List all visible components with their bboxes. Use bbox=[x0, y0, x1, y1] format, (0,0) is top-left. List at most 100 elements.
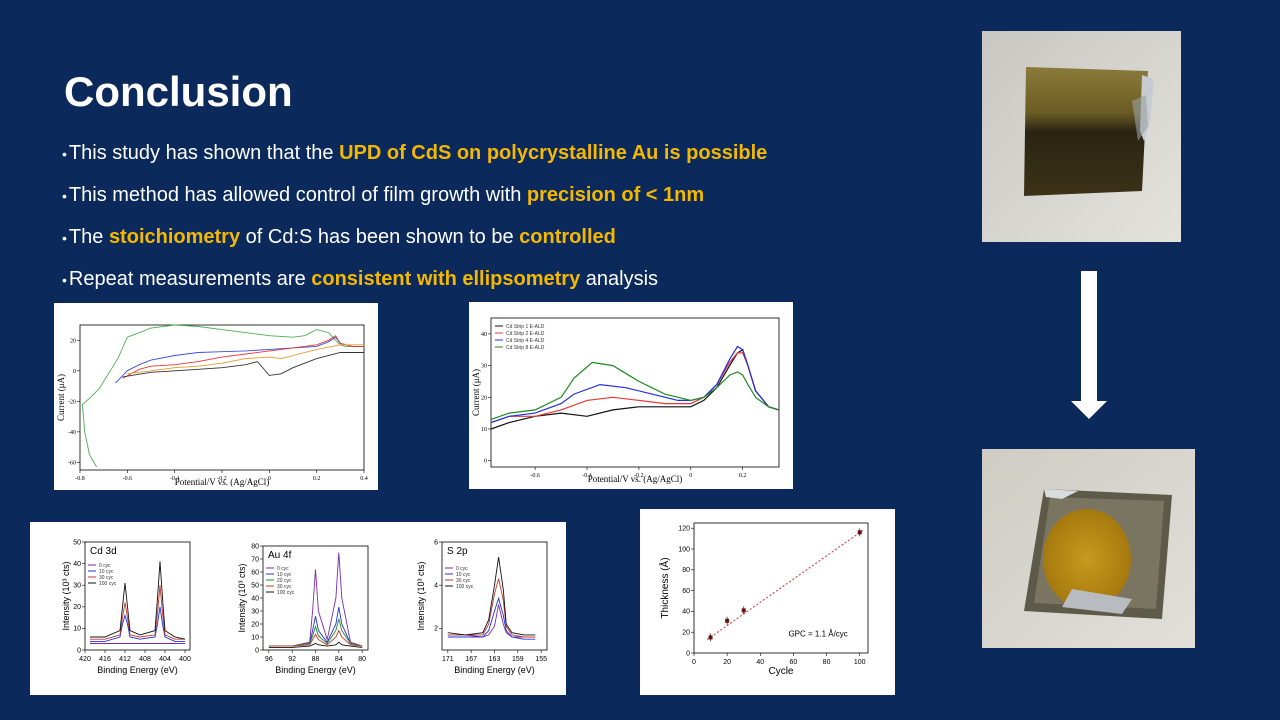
slide-title: Conclusion bbox=[64, 68, 293, 115]
cv-chart-panel: -0.8 -0.6 -0.4 -0.2 0 0.2 0.4 20 0 -20 -40 -60 Poten… bbox=[54, 303, 378, 490]
series-line bbox=[447, 557, 536, 636]
panel-label: Cd 3d bbox=[90, 546, 117, 557]
series-line bbox=[268, 552, 363, 647]
y-tick-label: 6 bbox=[434, 539, 438, 546]
x-tick-label: 155 bbox=[535, 656, 547, 663]
y-tick-label: 50 bbox=[73, 539, 81, 546]
x-tick-label: -0.6 bbox=[123, 476, 133, 482]
legend-label: 100 cyc bbox=[456, 584, 474, 590]
legend-label: 100 cyc bbox=[99, 581, 117, 587]
y-tick-label: 20 bbox=[481, 395, 487, 401]
legend-label: 100 cyc bbox=[277, 590, 295, 596]
x-tick-label: 420 bbox=[79, 656, 91, 663]
thickness-chart-panel: 0 20 40 60 80 100 0 20 40 60 80 100 120 Cycle Thicknes… bbox=[640, 509, 895, 695]
bullet-dot: • bbox=[62, 146, 67, 162]
x-tick-label: 404 bbox=[159, 656, 171, 663]
x-axis-label: Binding Energy (eV) bbox=[97, 665, 178, 675]
stripping-chart-panel: -0.6 -0.4 -0.2 0 0.2 40 30 20 10 0 Potential/V vs.… bbox=[469, 302, 793, 489]
y-tick-label: 2 bbox=[434, 626, 438, 633]
series-line bbox=[90, 606, 185, 642]
data-point bbox=[741, 608, 746, 613]
series-line bbox=[268, 641, 363, 648]
y-tick-label: 20 bbox=[682, 630, 690, 637]
x-axis-label: Potential/V vs. (Ag/AgCl) bbox=[175, 477, 270, 487]
x-tick-label: 96 bbox=[265, 656, 273, 663]
series-line bbox=[81, 324, 364, 468]
xps-panel: 420 416 412 408 404 400 50 40 30 20 10 0 Binding Ene… bbox=[30, 522, 566, 695]
y-axis-label: Current (μA) bbox=[56, 374, 66, 421]
x-tick-label: 20 bbox=[723, 659, 731, 666]
y-tick-label: 50 bbox=[251, 582, 259, 589]
x-tick-label: 92 bbox=[288, 656, 296, 663]
x-axis-label: Potential/V vs. (Ag/AgCl) bbox=[588, 474, 683, 484]
y-tick-label: 120 bbox=[678, 526, 690, 533]
x-axis-label: Binding Energy (eV) bbox=[275, 665, 356, 675]
y-tick-label: 80 bbox=[682, 567, 690, 574]
bullet-item: • Repeat measurements are consistent with… bbox=[62, 268, 659, 290]
y-tick-label: 4 bbox=[434, 583, 438, 590]
y-tick-label: 30 bbox=[251, 608, 259, 615]
y-tick-label: -60 bbox=[68, 460, 76, 466]
x-tick-label: -0.4 bbox=[582, 473, 592, 479]
plot-frame bbox=[79, 324, 365, 471]
bullet-dot: • bbox=[62, 188, 67, 204]
y-tick-label: 30 bbox=[73, 583, 81, 590]
cv-chart: -0.8 -0.6 -0.4 -0.2 0 0.2 0.4 20 0 -20 -40 -60 Poten… bbox=[56, 324, 368, 487]
y-tick-label: 40 bbox=[251, 595, 259, 602]
x-tick-label: 0 bbox=[689, 473, 692, 479]
y-tick-label: 20 bbox=[70, 338, 76, 344]
legend-label: 30 cyc bbox=[99, 575, 114, 581]
x-tick-label: 0 bbox=[692, 659, 696, 666]
y-tick-label: 0 bbox=[255, 647, 259, 654]
y-tick-label: 80 bbox=[251, 543, 259, 550]
y-tick-label: 0 bbox=[686, 650, 690, 657]
series-line bbox=[122, 335, 364, 379]
y-tick-label: 30 bbox=[481, 364, 487, 370]
data-point bbox=[725, 618, 730, 623]
x-tick-label: 88 bbox=[312, 656, 320, 663]
xps-s2p-chart: 171 167 163 159 155 6 4 2 Binding Energy (eV) Int… bbox=[416, 539, 548, 675]
legend-label: 10 cyc bbox=[99, 569, 114, 575]
x-tick-label: 408 bbox=[139, 656, 151, 663]
y-axis-label: Intensity (10³ cts) bbox=[416, 561, 426, 630]
legend-label: 0 cyc bbox=[456, 566, 468, 572]
series-line bbox=[90, 561, 186, 640]
legend-label: 0 cyc bbox=[277, 566, 289, 572]
legend-label: 10 cyc bbox=[456, 572, 471, 578]
legend-label: Cd Strip 8 E-ALD bbox=[506, 345, 545, 351]
y-tick-label: 20 bbox=[251, 621, 259, 628]
x-tick-label: 80 bbox=[823, 659, 831, 666]
sample-before-image bbox=[982, 31, 1181, 242]
x-tick-label: 40 bbox=[756, 659, 764, 666]
y-tick-label: 10 bbox=[73, 626, 81, 633]
x-tick-label: -0.8 bbox=[75, 476, 85, 482]
series-line bbox=[268, 629, 363, 647]
bullet-dot: • bbox=[62, 230, 67, 246]
x-tick-label: 80 bbox=[358, 656, 366, 663]
series-line bbox=[447, 578, 536, 638]
plot-frame bbox=[490, 317, 780, 468]
x-tick-label: 416 bbox=[99, 656, 111, 663]
thickness-chart: 0 20 40 60 80 100 0 20 40 60 80 100 120 Cycle Thicknes… bbox=[658, 522, 869, 677]
x-tick-label: 412 bbox=[119, 656, 131, 663]
legend-label: Cd Strip 2 E-ALD bbox=[506, 331, 545, 337]
x-tick-label: -0.2 bbox=[217, 476, 227, 482]
y-tick-label: 40 bbox=[682, 609, 690, 616]
y-axis-label: Intensity (10³ cts) bbox=[237, 563, 247, 632]
bullet-item: • The stoichiometry of Cd:S has been show… bbox=[62, 226, 616, 248]
y-tick-label: 60 bbox=[251, 569, 259, 576]
x-axis-label: Binding Energy (eV) bbox=[454, 665, 535, 675]
series-line bbox=[490, 361, 780, 420]
y-axis-label: Current (μA) bbox=[471, 369, 481, 416]
panel-label: S 2p bbox=[447, 546, 468, 557]
series-line bbox=[490, 345, 780, 424]
x-tick-label: 171 bbox=[442, 656, 454, 663]
y-tick-label: 20 bbox=[73, 604, 81, 611]
y-tick-label: 70 bbox=[251, 556, 259, 563]
sample-before-photo bbox=[982, 31, 1181, 242]
bullet-item: • This method has allowed control of film… bbox=[62, 184, 705, 206]
legend-label: 30 cyc bbox=[456, 578, 471, 584]
x-tick-label: 0.4 bbox=[360, 476, 368, 482]
stripping-chart: -0.6 -0.4 -0.2 0 0.2 40 30 20 10 0 Potential/V vs.… bbox=[471, 317, 780, 484]
x-tick-label: 167 bbox=[465, 656, 477, 663]
